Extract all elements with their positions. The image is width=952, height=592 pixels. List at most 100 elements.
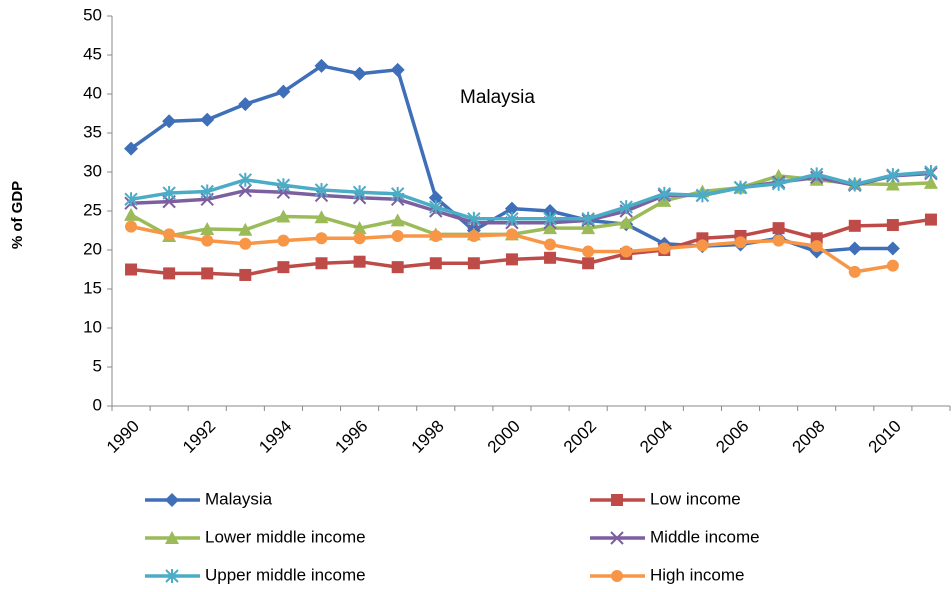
data-point: [124, 207, 139, 221]
data-point: [543, 221, 558, 235]
data-point: [504, 201, 519, 216]
y-tick-label: 0: [93, 395, 102, 414]
data-point: [239, 268, 252, 281]
data-point: [353, 255, 366, 268]
x-tick-label: 1996: [331, 417, 371, 457]
y-tick-label: 50: [83, 5, 102, 24]
data-point: [429, 229, 442, 242]
data-point: [390, 213, 405, 227]
data-point: [200, 112, 215, 127]
legend-label: Lower middle income: [205, 527, 366, 546]
x-tick-label: 1992: [179, 417, 219, 457]
y-tick-label: 15: [83, 278, 102, 297]
x-tick-label: 2010: [865, 417, 905, 457]
data-point: [124, 192, 138, 207]
data-point: [581, 221, 596, 235]
data-point: [772, 222, 785, 235]
data-point: [352, 221, 367, 235]
data-point: [848, 265, 861, 278]
data-point: [467, 229, 480, 242]
data-point: [505, 211, 519, 226]
y-tick-label: 10: [83, 317, 102, 336]
data-point: [276, 178, 291, 193]
data-point: [201, 267, 214, 280]
data-point: [543, 211, 557, 226]
data-point: [467, 257, 480, 270]
data-point: [277, 261, 290, 274]
data-point: [886, 219, 899, 232]
data-point: [885, 177, 900, 191]
x-tick-label: 2006: [712, 417, 752, 457]
data-point: [315, 232, 328, 245]
x-tick-label: 2008: [788, 417, 828, 457]
data-point: [848, 219, 861, 232]
legend-marker: [165, 569, 179, 583]
data-point: [201, 234, 214, 247]
data-point: [200, 184, 214, 199]
data-point: [124, 141, 139, 156]
data-point: [582, 245, 595, 258]
legend-marker: [165, 531, 179, 544]
x-tick-label: 2000: [484, 417, 524, 457]
data-point: [125, 220, 138, 233]
x-tick-label: 1998: [408, 417, 448, 457]
data-point: [924, 165, 938, 179]
series-line: [130, 217, 932, 277]
data-point: [696, 239, 709, 252]
legend-marker: [610, 531, 624, 545]
data-point: [277, 234, 290, 247]
data-point: [314, 58, 329, 73]
legend-label: Upper middle income: [205, 565, 366, 584]
data-point: [809, 167, 824, 182]
y-tick-label: 35: [83, 122, 102, 141]
data-point: [429, 257, 442, 270]
data-point: [428, 190, 443, 205]
data-point: [315, 257, 328, 270]
data-point: [391, 261, 404, 274]
data-point: [162, 114, 177, 129]
data-point: [238, 97, 253, 112]
data-point: [695, 188, 710, 203]
annotation: Malaysia: [460, 87, 535, 108]
data-point: [429, 200, 443, 215]
x-tick-label: 2002: [560, 417, 600, 457]
data-point: [658, 242, 671, 255]
legend-label: High income: [650, 565, 745, 584]
data-point: [544, 251, 557, 264]
data-point: [352, 66, 367, 81]
data-point: [885, 241, 900, 256]
legend-label: Low income: [650, 489, 741, 508]
data-point: [505, 253, 518, 266]
data-point: [733, 180, 748, 195]
y-tick-label: 30: [83, 161, 102, 180]
data-point: [163, 267, 176, 280]
data-point: [544, 238, 557, 251]
data-point: [276, 209, 291, 223]
y-tick-label: 25: [83, 200, 102, 219]
data-point: [924, 213, 937, 226]
legend-label: Malaysia: [205, 489, 273, 508]
data-point: [390, 186, 405, 201]
data-point: [771, 176, 786, 191]
x-tick-label: 1994: [255, 417, 295, 457]
data-point: [848, 177, 862, 192]
data-point: [163, 228, 176, 241]
data-point: [467, 211, 481, 226]
legend-marker: [165, 493, 179, 507]
data-point: [353, 232, 366, 245]
legend-label: Middle income: [650, 527, 760, 546]
data-point: [200, 221, 215, 235]
data-point: [581, 211, 595, 226]
data-point: [162, 186, 176, 201]
data-point: [619, 215, 634, 229]
x-tick-label: 2004: [636, 417, 676, 457]
series-line: [130, 170, 932, 221]
data-point: [772, 234, 785, 247]
y-axis-label: % of GDP: [9, 181, 26, 249]
y-tick-label: 20: [83, 239, 102, 258]
data-point: [125, 263, 138, 276]
legend-marker: [611, 494, 623, 506]
data-point: [620, 245, 633, 258]
data-point: [505, 228, 518, 241]
